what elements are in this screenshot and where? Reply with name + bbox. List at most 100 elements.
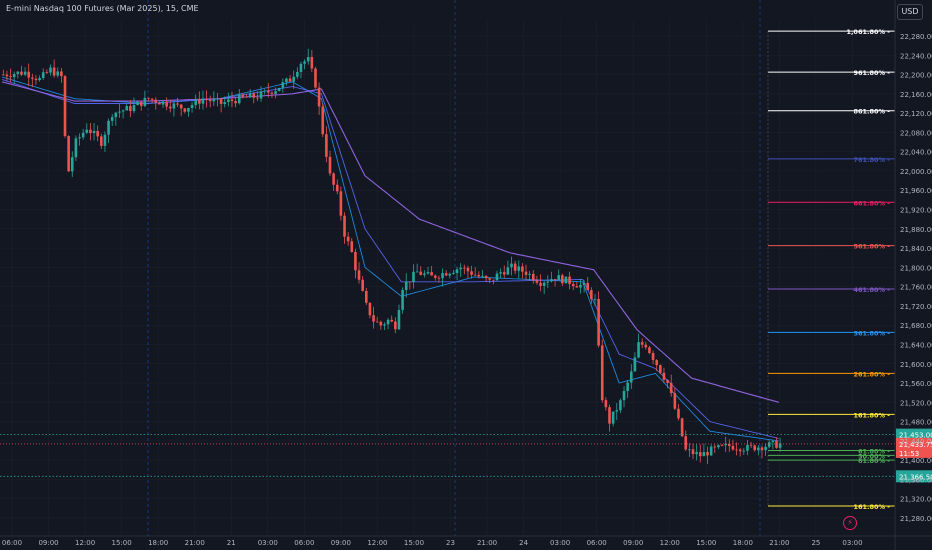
candle-body <box>158 102 161 105</box>
time-tick-label: 06:00 <box>2 539 22 547</box>
currency-button[interactable]: USD <box>897 4 923 20</box>
time-tick-label: 18:00 <box>733 539 753 547</box>
candle-body <box>205 98 208 100</box>
candle-body <box>143 97 147 106</box>
candle-body <box>52 67 56 76</box>
candle-body <box>575 286 579 288</box>
candle-body <box>444 273 448 276</box>
time-tick-label: 21:00 <box>477 539 497 547</box>
candle-body <box>499 272 502 274</box>
price-tick-label: 22,280.00 <box>900 33 932 41</box>
candle-body <box>608 407 611 424</box>
candle-body <box>492 279 495 281</box>
candle-body <box>314 68 317 88</box>
candle-body <box>633 357 637 372</box>
candle-body <box>597 299 600 346</box>
horizontal-line-tag <box>896 470 932 483</box>
time-tick-label: 03:00 <box>258 539 278 547</box>
candle-body <box>760 447 764 451</box>
candle-body <box>343 215 346 237</box>
candle-body <box>365 290 368 303</box>
candle-body <box>27 71 31 78</box>
candle-body <box>288 78 292 82</box>
candle-body <box>459 267 462 270</box>
candle-body <box>564 276 568 284</box>
candle-body <box>622 391 626 401</box>
candle-body <box>12 74 16 78</box>
candle-body <box>771 440 775 443</box>
candle-body <box>441 273 444 279</box>
candle-body <box>666 379 669 383</box>
candle-body <box>517 266 521 271</box>
time-axis[interactable]: 06:00 09:00 12:00 15:00 18:00 21:00 21 03:00 06:… <box>0 535 932 547</box>
fib-level-label: 50.00% - <box>858 452 890 460</box>
candle-body <box>368 302 372 316</box>
candle-body <box>749 444 753 446</box>
candle-body <box>775 440 778 448</box>
time-tick-label: 21 <box>227 539 236 547</box>
candle-body <box>484 275 488 279</box>
candle-body <box>41 72 45 78</box>
candle-body <box>56 71 60 76</box>
flash-icon[interactable]: ⚡ <box>843 516 857 530</box>
candle-body <box>245 96 248 98</box>
price-tick-label: 21,440.00 <box>900 438 932 446</box>
candle-body <box>31 77 34 79</box>
candle-body <box>466 267 470 272</box>
candle-body <box>401 289 404 310</box>
candle-body <box>241 94 245 97</box>
time-tick-label: 15:00 <box>404 539 424 547</box>
candle-body <box>728 443 731 446</box>
candle-body <box>328 156 332 174</box>
candle-body <box>179 104 183 109</box>
time-tick-label: 09:00 <box>331 539 351 547</box>
session-breaks <box>147 0 761 536</box>
fibonacci-extension[interactable]: 1,061.80% - 961.80% - 861.80% - 761.80% - 66… <box>767 28 895 511</box>
candle-body <box>60 71 63 77</box>
time-tick-label: 09:00 <box>38 539 58 547</box>
candle-body <box>473 274 477 276</box>
candle-body <box>234 101 237 104</box>
candle-body <box>357 270 361 280</box>
candle-body <box>34 78 38 81</box>
candle-body <box>659 365 662 373</box>
candle-body <box>45 72 49 74</box>
candle-body <box>176 103 179 105</box>
candles[interactable] <box>2 48 782 464</box>
candle-body <box>121 110 125 112</box>
candle-body <box>332 173 335 185</box>
price-tick-label: 22,240.00 <box>900 52 932 60</box>
candle-body <box>648 347 651 353</box>
candle-body <box>502 272 506 275</box>
candle-body <box>223 102 227 104</box>
candle-body <box>346 236 350 242</box>
candle-body <box>423 273 426 275</box>
candle-body <box>651 352 655 361</box>
candle-body <box>372 315 375 322</box>
candle-body <box>165 101 168 107</box>
price-axis[interactable]: 22,280.00 22,240.00 22,200.00 22,160.00 22,1… <box>894 0 932 550</box>
fib-level-label: 61.80% - <box>858 448 890 456</box>
candle-body <box>764 446 767 451</box>
candle-body <box>110 117 114 121</box>
fib-level-label: 661.80% - <box>853 199 890 207</box>
candle-body <box>713 446 717 448</box>
candle-body <box>107 120 110 135</box>
price-tick-label: 22,160.00 <box>900 91 932 99</box>
candle-body <box>404 281 408 290</box>
candle-body <box>604 400 608 408</box>
candle-body <box>673 393 677 409</box>
candle-body <box>698 452 702 457</box>
fib-level-label: 361.80% - <box>853 329 890 337</box>
price-tick-label: 21,280.00 <box>900 515 932 523</box>
price-tick-label: 21,920.00 <box>900 207 932 215</box>
candle-body <box>724 443 727 446</box>
candle-body <box>753 445 757 451</box>
candle-body <box>129 106 132 112</box>
fib-level-label: 61.80% - <box>858 457 890 465</box>
candle-body <box>321 106 325 135</box>
candle-body <box>379 321 383 326</box>
